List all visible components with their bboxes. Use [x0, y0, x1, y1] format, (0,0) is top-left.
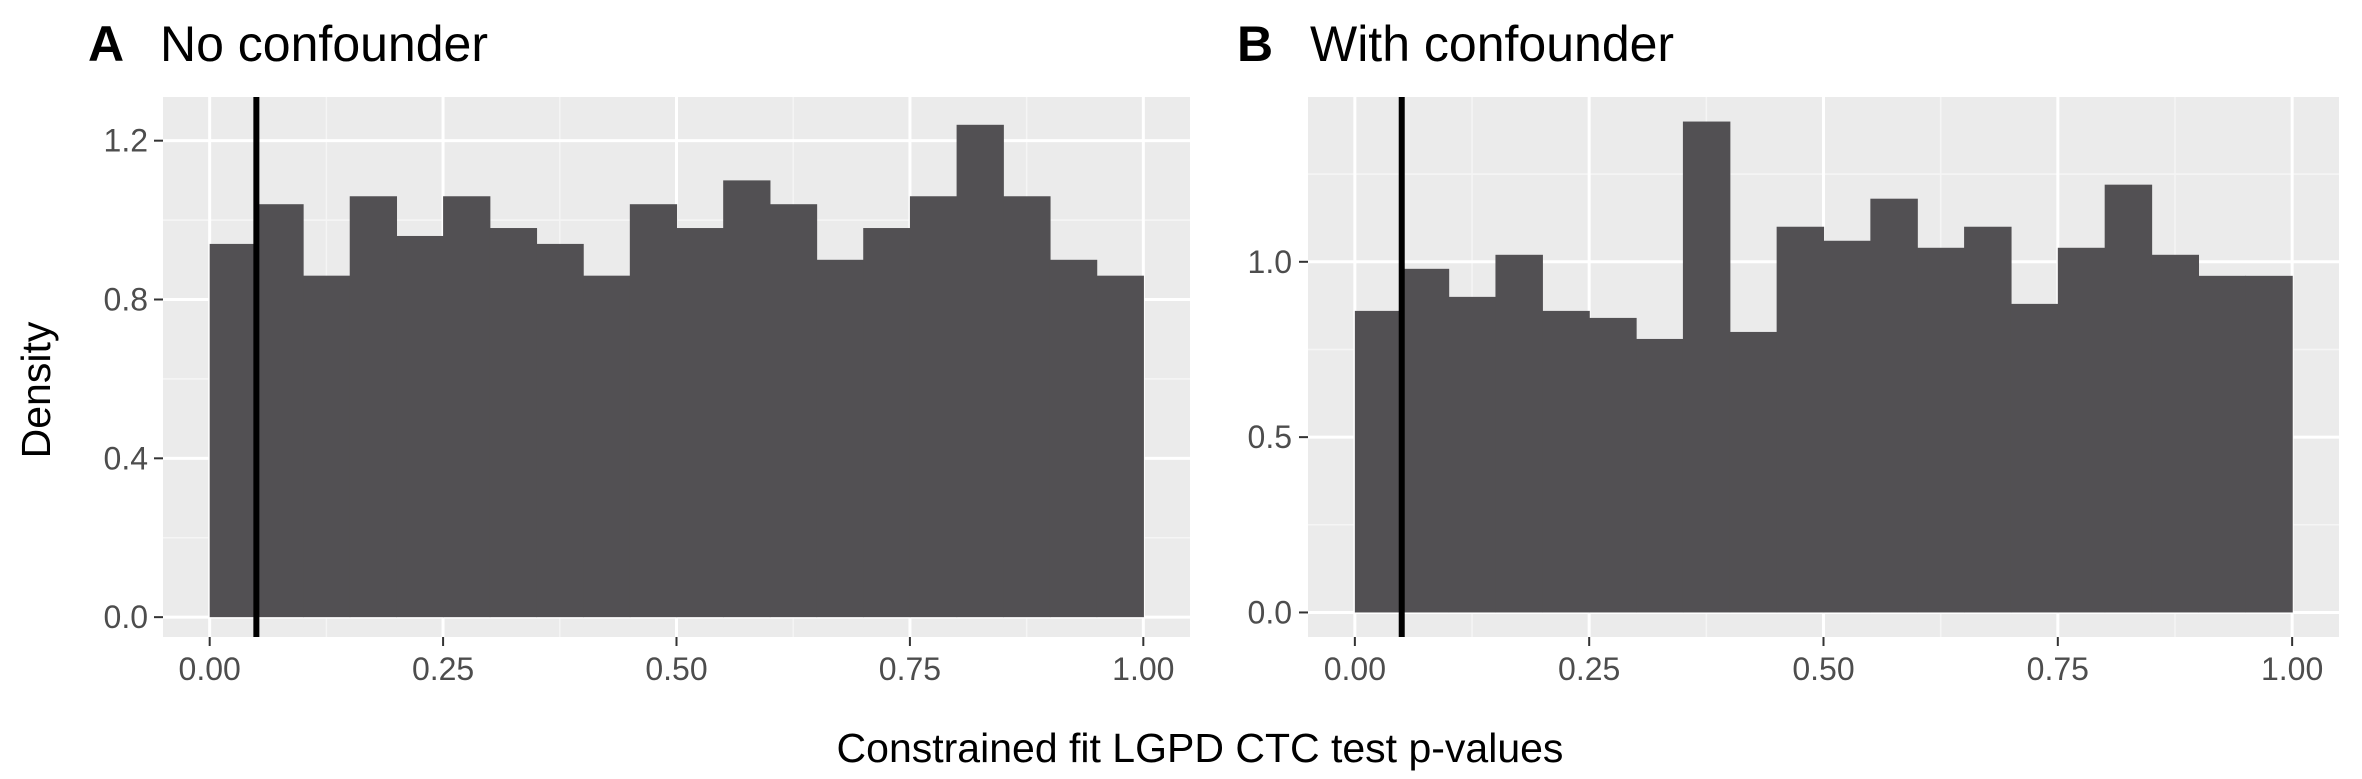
panel-a-histogram-bar	[769, 204, 818, 618]
panel-a-histogram-bar	[256, 204, 304, 618]
panel-a-histogram-bar	[536, 243, 584, 618]
panel-b-histogram-bar	[1964, 226, 2012, 613]
panel-b-x-tick-label: 0.25	[1558, 651, 1620, 687]
panel-a-histogram-bar	[349, 196, 398, 618]
panel-a-histogram-bar	[443, 196, 491, 618]
panel-a-histogram-bar	[863, 228, 911, 618]
panel-a-tag: A	[88, 16, 124, 72]
panel-a: A No confounder 0.00 0.25 0.50 0.75 1.00 0.0 0…	[88, 16, 1190, 687]
panel-a-histogram-bar	[1049, 259, 1098, 618]
panel-a-histogram-bar	[816, 259, 864, 618]
panel-b-histogram-bar	[1589, 317, 1637, 613]
panel-a-histogram-bar	[1003, 196, 1051, 618]
panel-b-histogram-bar	[1729, 331, 1778, 613]
panel-a-title: No confounder	[160, 16, 488, 72]
panel-a-x-tick-label: 0.00	[179, 651, 241, 687]
y-axis-title: Density	[13, 321, 59, 458]
panel-b-x-tick-label: 0.00	[1324, 651, 1386, 687]
panel-a-y-tick-label: 0.4	[104, 440, 148, 476]
panel-b-x-tick-label: 0.75	[2027, 651, 2089, 687]
panel-a-x-tick-label: 0.50	[645, 651, 707, 687]
panel-b-y-tick-label: 1.0	[1248, 244, 1292, 280]
panel-b-histogram-bar	[1870, 198, 1918, 613]
panel-b-title: With confounder	[1310, 16, 1674, 72]
panel-b-histogram-bar	[1448, 296, 1497, 613]
panel-b-histogram-bar	[1401, 268, 1450, 613]
panel-b-histogram-bar	[2245, 275, 2293, 613]
panel-b-histogram-bar	[1636, 338, 1684, 613]
panel-a-histogram-bar	[629, 204, 678, 618]
panel-b-histogram-bar	[2104, 184, 2153, 613]
panel-b-histogram-bar	[2151, 254, 2200, 613]
panel-b-histogram-bar	[2198, 275, 2246, 613]
panel-b-histogram-bar	[2057, 247, 2106, 613]
panel-a-histogram-bar	[909, 196, 958, 618]
panel-b-histogram-bar	[2010, 303, 2059, 613]
panel-a-histogram-bar	[956, 124, 1004, 618]
panel-b-x-tick-label: 1.00	[2261, 651, 2323, 687]
panel-a-histogram-bar	[723, 180, 771, 618]
panel-b: B With confounder 0.00 0.25 0.50 0.75 1.00 0.…	[1237, 16, 2339, 687]
panel-a-x-tick-label: 1.00	[1112, 651, 1174, 687]
panel-b-histogram-bar	[1823, 240, 1871, 613]
panel-b-y-tick-label: 0.0	[1248, 594, 1292, 630]
panel-a-y-tick-label: 0.0	[104, 599, 148, 635]
panel-b-histogram-bar	[1542, 310, 1590, 613]
panel-a-histogram-bar	[209, 243, 257, 618]
panel-a-y-tick-label: 0.8	[104, 282, 148, 318]
panel-b-y-tick-label: 0.5	[1248, 419, 1292, 455]
panel-b-histogram-bar	[1682, 121, 1731, 613]
panel-a-histogram-bar	[396, 235, 444, 618]
panel-a-histogram-bar	[583, 275, 631, 618]
x-axis-title: Constrained fit LGPD CTC test p-values	[837, 725, 1564, 771]
panel-b-histogram-bar	[1495, 254, 1543, 613]
panel-a-histogram-bar	[489, 228, 538, 618]
panel-b-tag: B	[1237, 16, 1273, 72]
panel-a-x-tick-label: 0.25	[412, 651, 474, 687]
panel-b-histogram-bar	[1917, 247, 1965, 613]
panel-a-y-tick-label: 1.2	[104, 123, 148, 159]
panel-b-histogram-bar	[1354, 310, 1403, 613]
panel-a-x-tick-label: 0.75	[879, 651, 941, 687]
panel-b-histogram-bar	[1776, 226, 1825, 613]
panel-a-histogram-bar	[303, 275, 351, 618]
panel-b-x-tick-label: 0.50	[1792, 651, 1854, 687]
panel-a-histogram-bar	[1096, 275, 1144, 618]
panel-a-histogram-bar	[676, 228, 724, 618]
